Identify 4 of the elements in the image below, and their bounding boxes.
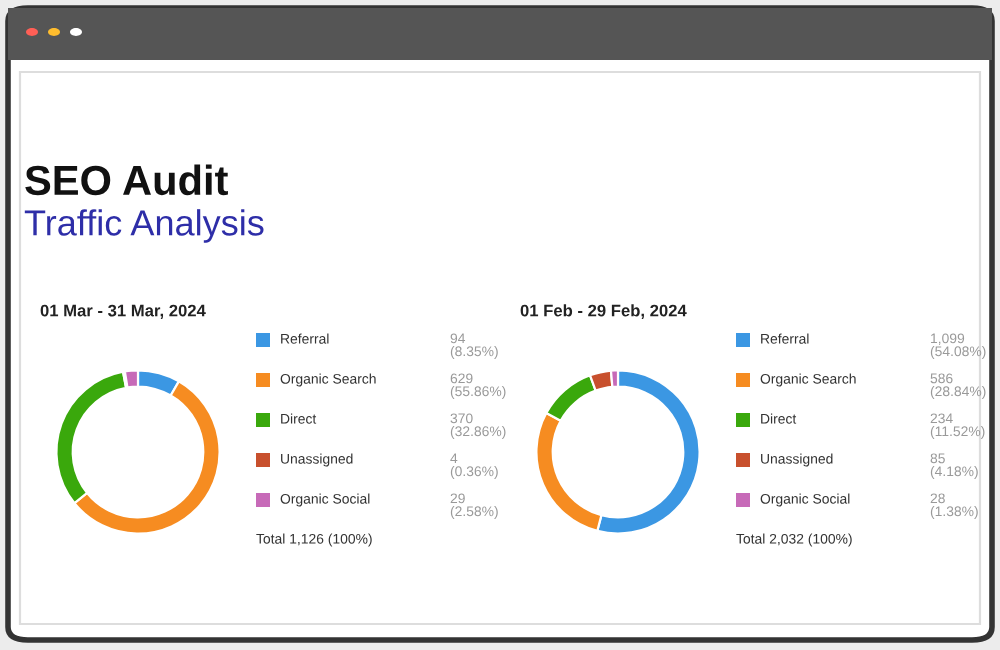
chart-title: 01 Mar - 31 Mar, 2024: [40, 304, 206, 319]
text: Traffic Analysis: [24, 209, 264, 243]
chart-title: 01 Feb - 29 Feb, 2024: [520, 304, 687, 319]
text: SEO Audit: [25, 164, 228, 196]
